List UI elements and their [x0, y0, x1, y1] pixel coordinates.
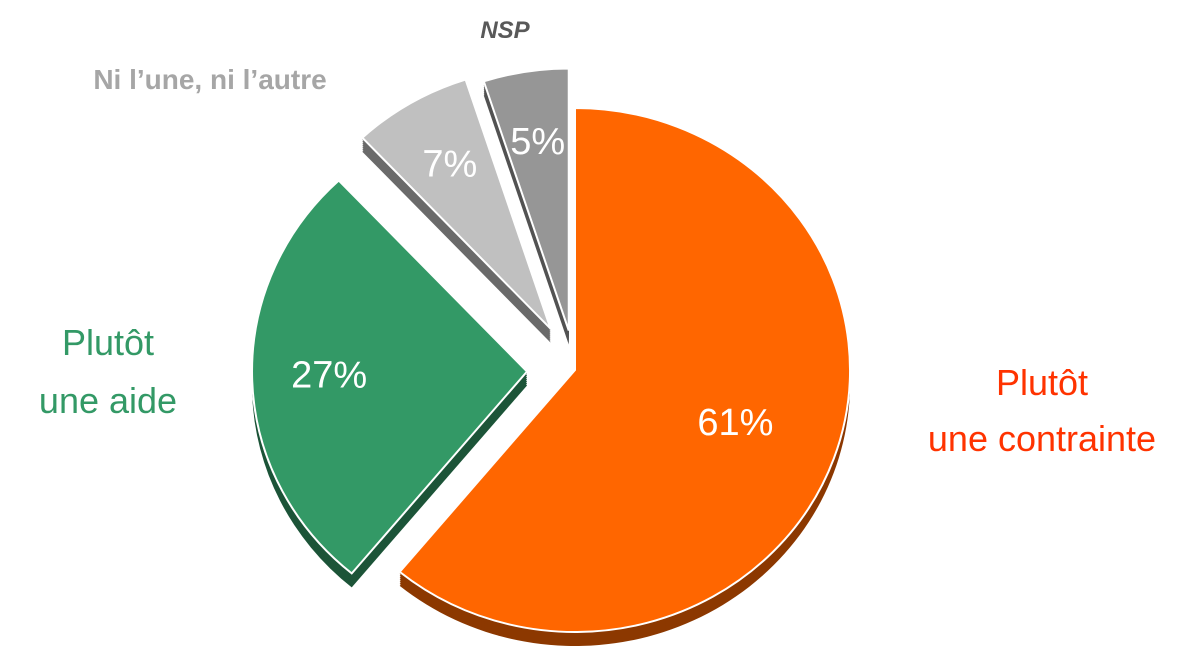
category-label: Ni l’une, ni l’autre: [93, 64, 326, 95]
category-label-line: une contrainte: [928, 418, 1156, 459]
category-label-line: Ni l’une, ni l’autre: [93, 64, 326, 95]
category-label: Plutôt une contrainte: [928, 362, 1156, 459]
value-label: 7%: [422, 143, 477, 185]
slice: [360, 78, 552, 330]
slice: [482, 67, 570, 331]
category-label: NSP: [480, 17, 530, 44]
slice: [398, 106, 851, 633]
value-label: 27%: [291, 354, 367, 396]
category-label: Plutôt une aide: [39, 322, 177, 421]
category-label-line: Plutôt: [996, 362, 1088, 403]
slice: [251, 179, 529, 575]
category-label-line: une aide: [39, 380, 177, 421]
category-label-line: NSP: [480, 17, 530, 44]
value-label: 61%: [697, 402, 773, 444]
value-label: 5%: [510, 121, 565, 163]
category-label-line: Plutôt: [62, 322, 154, 363]
